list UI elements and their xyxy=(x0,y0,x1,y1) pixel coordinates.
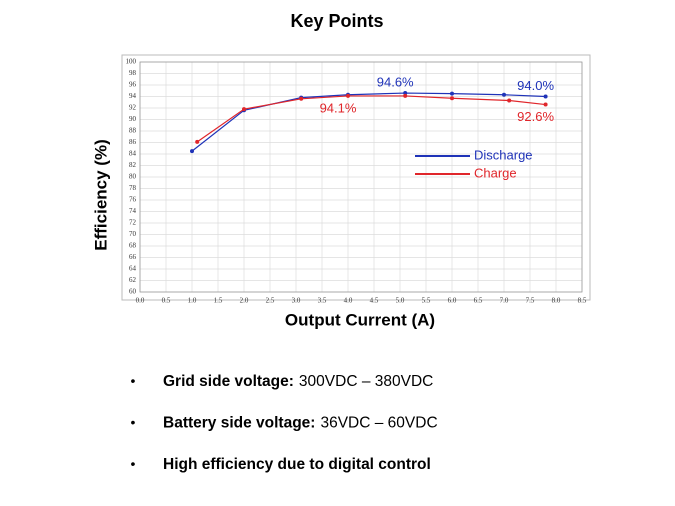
series-line xyxy=(191,92,546,152)
x-tick-label: 5.5 xyxy=(422,297,431,305)
data-point xyxy=(450,91,454,96)
data-point xyxy=(507,98,512,103)
y-tick-label: 94 xyxy=(129,92,137,100)
y-tick-label: 68 xyxy=(129,242,137,250)
y-tick-label: 74 xyxy=(129,207,137,215)
y-tick-label: 72 xyxy=(129,219,137,227)
bullet-dot: • xyxy=(131,456,136,472)
data-point xyxy=(346,93,350,98)
x-tick-label: 4.0 xyxy=(344,297,353,305)
plot-area xyxy=(139,61,583,293)
legend-label: Discharge xyxy=(474,147,533,162)
y-tick-label: 92 xyxy=(129,104,137,112)
x-tick-label: 3.5 xyxy=(318,297,327,305)
x-tick-label: 3.0 xyxy=(292,297,301,305)
y-tick-label: 60 xyxy=(129,288,137,296)
value-label: 94.1% xyxy=(320,100,357,115)
y-axis-label: Efficiency (%) xyxy=(91,139,110,250)
x-tick-label: 1.5 xyxy=(214,297,223,305)
value-label: 94.6% xyxy=(377,74,414,89)
x-tick-label: 8.0 xyxy=(552,297,561,305)
x-tick-label: 5.0 xyxy=(396,297,405,305)
bullet-bold: High efficiency due to digital control xyxy=(163,456,431,473)
bullet-normal: 300VDC – 380VDC xyxy=(299,373,433,390)
y-tick-label: 70 xyxy=(129,230,137,238)
y-tick-label: 98 xyxy=(129,69,137,77)
y-tick-label: 76 xyxy=(129,196,137,204)
bullet-normal: 36VDC – 60VDC xyxy=(320,415,437,432)
bullet-text: High efficiency due to digital control xyxy=(163,456,431,473)
data-point xyxy=(195,139,200,144)
data-point xyxy=(403,91,408,96)
x-tick-label: 0.5 xyxy=(162,297,171,305)
x-tick-label: 8.5 xyxy=(578,297,587,305)
y-tick-label: 88 xyxy=(129,127,137,135)
chart-frame xyxy=(121,54,591,301)
data-point xyxy=(543,102,548,107)
x-tick-label: 0.0 xyxy=(136,297,145,305)
x-tick-label: 7.0 xyxy=(500,297,509,305)
legend-label: Charge xyxy=(474,165,517,180)
x-tick-label: 6.0 xyxy=(448,297,457,305)
y-tick-label: 100 xyxy=(126,58,137,66)
bullet-text: Battery side voltage: 36VDC – 60VDC xyxy=(163,415,438,432)
y-tick-label: 64 xyxy=(129,265,137,273)
bullet-bold: Battery side voltage: xyxy=(163,415,315,432)
x-tick-label: 4.5 xyxy=(370,297,379,305)
data-point xyxy=(403,93,408,98)
value-label: 92.6% xyxy=(517,109,554,124)
x-axis-label: Output Current (A) xyxy=(285,310,435,329)
data-point xyxy=(450,96,454,101)
value-label: 94.0% xyxy=(517,78,554,93)
y-tick-label: 84 xyxy=(129,150,137,158)
y-tick-label: 90 xyxy=(129,115,137,123)
data-point xyxy=(502,92,506,97)
y-tick-label: 78 xyxy=(129,184,137,192)
data-point xyxy=(190,149,194,154)
y-tick-label: 96 xyxy=(129,81,137,89)
y-tick-label: 82 xyxy=(129,161,137,169)
x-tick-label: 2.5 xyxy=(266,297,275,305)
x-tick-label: 6.5 xyxy=(474,297,483,305)
y-tick-label: 62 xyxy=(129,276,137,284)
y-tick-label: 80 xyxy=(129,173,137,181)
bullet-text: Grid side voltage: 300VDC – 380VDC xyxy=(163,373,433,390)
data-point xyxy=(242,107,246,112)
slide-title: Key Points xyxy=(290,11,383,31)
data-point xyxy=(543,94,548,99)
bullet-dot: • xyxy=(131,414,136,430)
series-line xyxy=(196,95,546,143)
data-point xyxy=(299,96,304,101)
bullet-bold: Grid side voltage: xyxy=(163,373,294,390)
x-tick-label: 2.0 xyxy=(240,297,249,305)
x-tick-label: 7.5 xyxy=(526,297,535,305)
bullet-dot: • xyxy=(131,373,136,389)
x-tick-label: 1.0 xyxy=(188,297,197,305)
y-tick-label: 66 xyxy=(129,253,137,261)
y-tick-label: 86 xyxy=(129,138,137,146)
